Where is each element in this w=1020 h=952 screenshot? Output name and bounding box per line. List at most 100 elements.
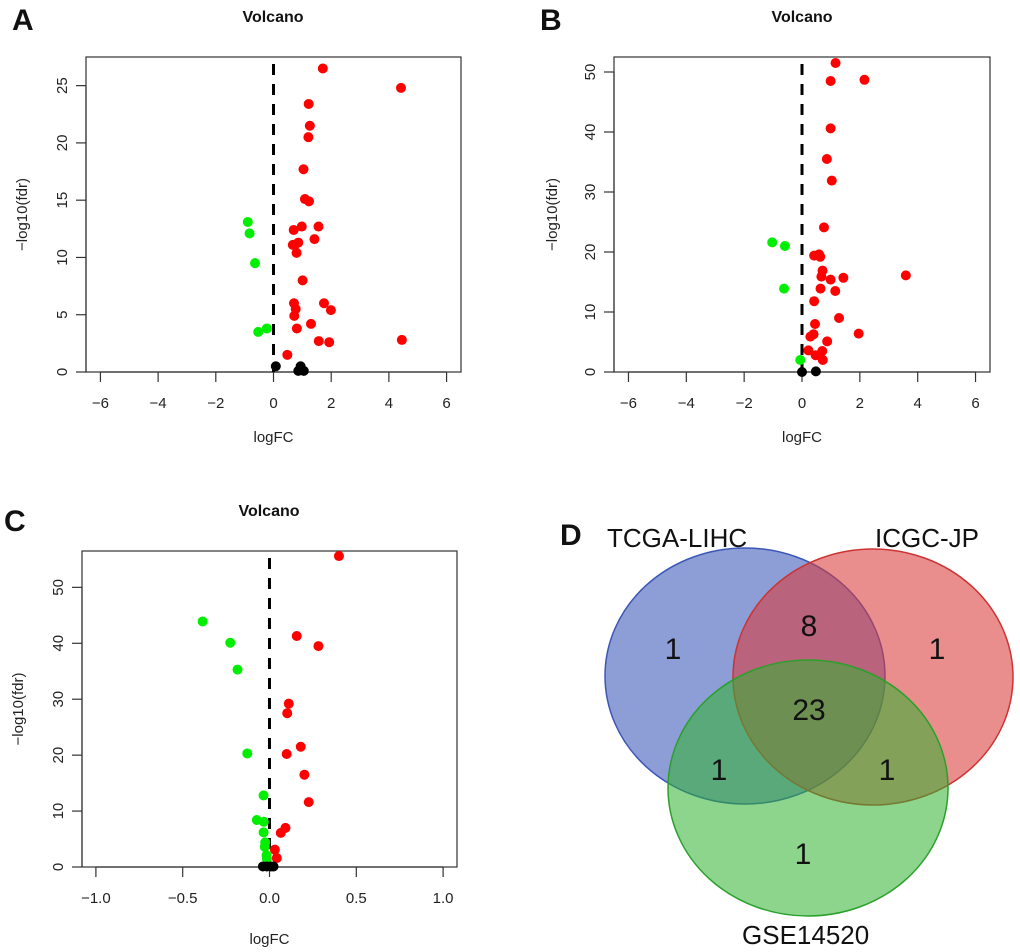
data-point-up	[810, 319, 821, 329]
x-tick-label: −2	[207, 395, 224, 412]
y-tick-label: 0	[50, 863, 67, 871]
venn-count-icgc-only: 1	[929, 633, 946, 666]
x-tick-label: 0	[798, 395, 806, 412]
chart-title: Volcano	[238, 503, 299, 520]
y-tick-label: 5	[54, 311, 71, 319]
y-tick-label: 0	[582, 368, 599, 376]
data-point-up	[821, 154, 832, 164]
x-tick-label: 6	[442, 395, 450, 412]
data-point-up	[809, 296, 820, 307]
x-tick-label: 6	[971, 395, 979, 412]
y-tick-label: 40	[50, 635, 67, 652]
data-point-down	[197, 616, 208, 627]
data-point-up	[289, 310, 300, 321]
x-axis-label: logFC	[249, 931, 289, 948]
data-point-up	[304, 120, 315, 131]
y-tick-label: 10	[54, 249, 71, 266]
data-point-up	[333, 551, 344, 562]
data-point-up	[297, 275, 308, 286]
data-point-up	[834, 313, 845, 323]
y-tick-label: 50	[582, 64, 599, 81]
data-point-down	[242, 216, 253, 227]
data-point-up	[803, 345, 814, 356]
data-point-up	[299, 769, 310, 780]
data-point-down	[250, 258, 261, 269]
data-point-up	[295, 741, 306, 752]
panel-label-b: B	[540, 4, 562, 37]
data-point-down	[258, 790, 269, 801]
data-point-up	[805, 331, 816, 342]
data-point-down	[261, 323, 272, 334]
y-tick-label: 10	[582, 304, 599, 321]
data-point-up	[283, 698, 294, 709]
data-point-up	[325, 305, 336, 316]
x-tick-label: −0.5	[168, 890, 198, 907]
data-point-up	[318, 298, 329, 309]
data-point-down	[253, 326, 264, 337]
x-tick-label: −4	[150, 395, 167, 412]
venn-label-gse14520: GSE14520	[742, 920, 869, 950]
data-point-up	[303, 98, 314, 109]
x-tick-label: −4	[678, 395, 695, 412]
venn-count-all-three: 23	[792, 694, 825, 727]
volcano-plot-b: Volcano −6 −4 −2 0 2 4 6 0 10 20 30 40 50 logFC −log10(…	[544, 9, 991, 446]
y-tick-label: 25	[54, 77, 71, 94]
data-point-up	[317, 63, 328, 74]
data-point-up	[313, 336, 324, 347]
y-tick-label: 20	[50, 747, 67, 764]
data-point-down	[225, 637, 236, 648]
data-point-up	[288, 224, 299, 235]
y-axis-label: −log10(fdr)	[14, 178, 31, 251]
volcano-plot-c: Volcano −1.0 −0.5 0.0 0.5 1.0 0 10 20 30 40 50 logFC…	[10, 503, 458, 948]
y-tick-label: 20	[582, 244, 599, 261]
x-axis-label: logFC	[782, 429, 822, 446]
data-point-up	[296, 221, 307, 232]
x-tick-label: 4	[385, 395, 393, 412]
x-tick-label: −6	[620, 395, 637, 412]
x-tick-label: 0.5	[346, 890, 367, 907]
data-point-up	[838, 272, 849, 283]
y-tick-label: 30	[50, 691, 67, 708]
data-point-down	[259, 841, 270, 852]
data-point-up	[282, 349, 293, 360]
data-point-up	[291, 631, 302, 642]
volcano-plot-a: Volcano −6 −4 −2 0 2 4 6 0 5 10 15 20 25 logFC −log10(f…	[14, 9, 462, 446]
data-point-up	[825, 123, 836, 134]
data-point-ns	[270, 361, 281, 372]
data-point-up	[269, 844, 280, 855]
y-tick-label: 0	[54, 368, 71, 376]
data-point-up	[818, 222, 829, 233]
data-point-up	[303, 132, 314, 143]
data-point-up	[291, 323, 302, 334]
venn-count-tcga-only: 1	[665, 633, 682, 666]
data-point-up	[298, 164, 309, 175]
data-point-up	[275, 827, 286, 838]
data-point-down	[232, 664, 243, 675]
y-tick-label: 50	[50, 579, 67, 596]
y-axis-label: −log10(fdr)	[10, 673, 27, 746]
data-point-up	[830, 286, 841, 296]
data-point-down	[244, 228, 255, 239]
data-point-up	[825, 274, 836, 285]
data-point-down	[779, 241, 790, 251]
x-tick-label: 0.0	[259, 890, 280, 907]
data-point-ns	[268, 861, 279, 872]
x-tick-label: −6	[92, 395, 109, 412]
data-point-up	[396, 82, 406, 93]
x-axis-label: logFC	[253, 429, 293, 446]
data-point-up	[282, 708, 293, 719]
venn-count-tcga-icgc: 8	[801, 610, 818, 643]
venn-count-gse-only: 1	[795, 838, 812, 871]
data-point-ns	[810, 366, 821, 377]
data-point-up	[293, 237, 304, 248]
data-point-up	[815, 283, 826, 294]
x-tick-label: 4	[914, 395, 922, 412]
data-point-up	[816, 271, 827, 282]
data-point-down	[779, 283, 790, 294]
data-point-up	[313, 641, 324, 652]
x-tick-label: 2	[327, 395, 335, 412]
data-point-ns	[797, 367, 807, 377]
chart-title: Volcano	[771, 9, 832, 26]
data-point-down	[767, 237, 778, 248]
